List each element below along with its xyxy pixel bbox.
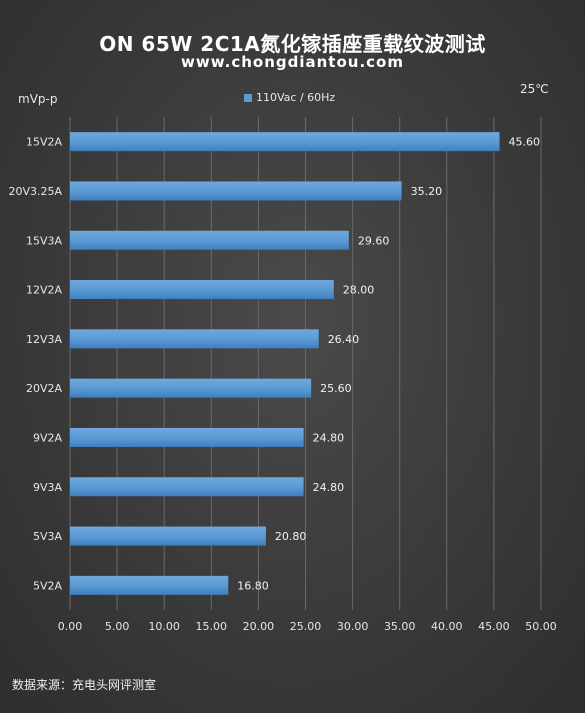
x-tick-label: 50.00 bbox=[525, 620, 557, 633]
bar bbox=[70, 427, 304, 447]
x-tick-label: 0.00 bbox=[58, 620, 83, 633]
bar bbox=[70, 181, 402, 201]
x-tick-label: 20.00 bbox=[243, 620, 275, 633]
data-label: 24.80 bbox=[313, 431, 345, 444]
bar bbox=[70, 329, 319, 349]
bar bbox=[70, 378, 312, 398]
bar bbox=[70, 132, 500, 152]
y-category-label: 9V3A bbox=[33, 481, 63, 494]
legend: 110Vac / 60Hz bbox=[244, 91, 335, 104]
bar bbox=[70, 280, 334, 300]
y-axis-unit-label: mVp-p bbox=[18, 92, 58, 106]
y-category-label: 12V3A bbox=[26, 333, 63, 346]
temperature-label: 25℃ bbox=[520, 82, 549, 96]
legend-swatch bbox=[244, 93, 252, 102]
y-category-label: 5V3A bbox=[33, 530, 63, 543]
bar bbox=[70, 230, 349, 250]
x-tick-label: 25.00 bbox=[290, 620, 322, 633]
bar bbox=[70, 526, 266, 546]
y-category-label: 15V2A bbox=[26, 136, 63, 149]
data-label: 35.20 bbox=[411, 185, 443, 198]
data-label: 45.60 bbox=[509, 136, 541, 149]
chart-title: ON 65W 2C1A氮化镓插座重载纹波测试 bbox=[99, 32, 486, 56]
x-tick-label: 30.00 bbox=[337, 620, 369, 633]
y-category-label: 20V2A bbox=[26, 382, 63, 395]
y-category-label: 9V2A bbox=[33, 431, 63, 444]
data-label: 25.60 bbox=[320, 382, 352, 395]
data-source: 数据来源：充电头网评测室 bbox=[12, 678, 157, 692]
data-label: 16.80 bbox=[237, 579, 268, 592]
y-category-label: 5V2A bbox=[33, 579, 63, 592]
bar bbox=[70, 575, 229, 595]
y-category-label: 15V3A bbox=[26, 234, 63, 247]
x-tick-label: 15.00 bbox=[196, 620, 228, 633]
x-tick-label: 40.00 bbox=[431, 620, 463, 633]
y-category-label: 20V3.25A bbox=[8, 185, 62, 198]
data-label: 24.80 bbox=[313, 481, 345, 494]
data-label: 26.40 bbox=[328, 333, 360, 346]
x-tick-label: 5.00 bbox=[105, 620, 130, 633]
x-tick-label: 35.00 bbox=[384, 620, 416, 633]
y-category-label: 12V2A bbox=[26, 284, 63, 297]
legend-label: 110Vac / 60Hz bbox=[256, 91, 336, 104]
data-label: 20.80 bbox=[275, 530, 307, 543]
data-label: 28.00 bbox=[343, 284, 375, 297]
chart-subtitle: www.chongdiantou.com bbox=[181, 53, 404, 71]
data-label: 29.60 bbox=[358, 234, 390, 247]
x-tick-label: 45.00 bbox=[478, 620, 510, 633]
x-tick-label: 10.00 bbox=[148, 620, 180, 633]
bar bbox=[70, 477, 304, 497]
